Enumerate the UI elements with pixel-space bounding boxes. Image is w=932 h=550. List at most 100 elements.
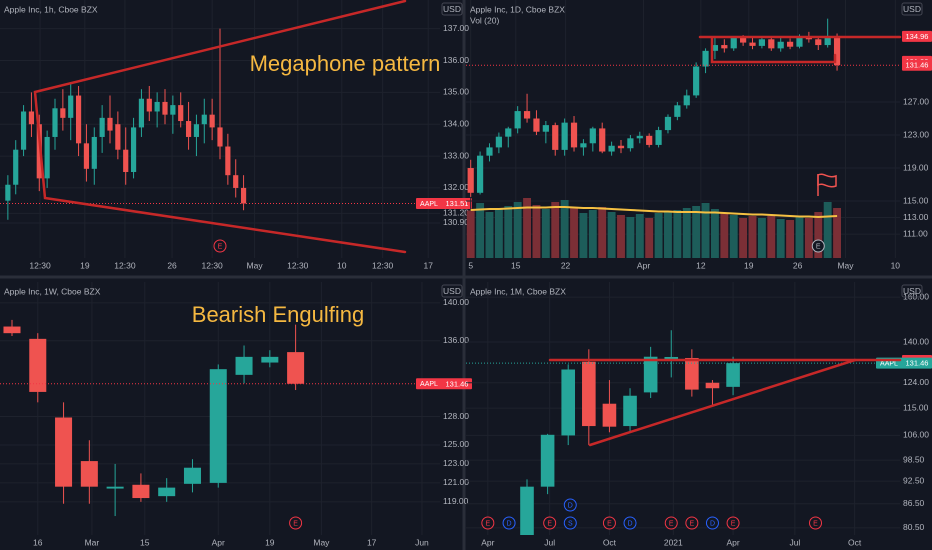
price-label-box <box>416 378 472 390</box>
candle-body <box>185 121 192 137</box>
volume-bar <box>673 210 682 258</box>
price-label-value: 131.51 <box>446 199 469 208</box>
event-marker <box>502 516 516 530</box>
candle-body <box>217 127 223 147</box>
candle-body <box>749 42 756 46</box>
candle-body <box>824 35 831 46</box>
y-tick-label: 98.50 <box>903 454 925 464</box>
candle-body <box>582 361 596 427</box>
candle-body <box>29 338 47 392</box>
x-tick-label: 26 <box>793 260 803 270</box>
volume-bar <box>739 218 748 258</box>
x-tick-label: Oct <box>848 537 862 547</box>
volume-bar <box>476 203 485 258</box>
candle-body <box>664 116 672 131</box>
volume-bar <box>786 220 795 258</box>
candle-body <box>261 356 279 363</box>
candle-body <box>674 105 681 117</box>
event-marker <box>563 498 577 512</box>
candle-body <box>123 149 129 172</box>
event-label: S <box>568 520 573 527</box>
volume-label: Vol (20) <box>470 15 499 25</box>
candle-body <box>201 114 207 125</box>
volume-bar <box>804 218 813 258</box>
y-tick-label: 123.00 <box>903 129 929 139</box>
event-marker <box>664 516 678 530</box>
candle-body <box>13 149 19 185</box>
volume-bar <box>494 208 503 258</box>
candle-body <box>209 369 227 483</box>
volume-bar <box>757 218 766 258</box>
y-tick-label: 140.00 <box>443 297 469 307</box>
candle-body <box>646 135 653 145</box>
y-tick-label: 80.50 <box>903 522 925 532</box>
candle-body <box>233 175 239 188</box>
price-label-box <box>902 59 932 71</box>
event-marker <box>602 516 616 530</box>
x-tick-label: 12 <box>696 260 706 270</box>
y-tick-label: 124.00 <box>903 377 929 387</box>
y-tick-label: 128.00 <box>443 411 469 421</box>
annotation: Bearish Engulfing <box>192 302 364 327</box>
event-label: E <box>731 520 736 527</box>
volume-bar <box>692 206 701 258</box>
volume-bar <box>720 213 729 258</box>
y-tick-label: 119.00 <box>443 496 469 506</box>
event-marker <box>213 239 227 253</box>
event-label: E <box>293 520 298 527</box>
price-label-value: 131.46 <box>446 379 469 388</box>
candle-body <box>796 36 803 47</box>
y-tick-label: 92.50 <box>903 475 925 485</box>
x-tick-label: 19 <box>265 537 275 547</box>
candle-body <box>91 136 97 169</box>
drawings <box>33 0 902 447</box>
y-tick-label: 123.00 <box>443 458 469 468</box>
price-label-value: 134.96 <box>906 32 929 41</box>
y-tick-label: 132.00 <box>443 182 469 192</box>
candle-body <box>520 486 534 535</box>
event-label: D <box>568 502 573 509</box>
volume-bar <box>710 209 719 258</box>
chart-header: Apple Inc, 1W, Cboe BZX <box>4 286 101 296</box>
x-tick-label: Apr <box>481 537 494 547</box>
candle-body <box>138 98 145 128</box>
volume-bar <box>570 208 578 258</box>
y-tick-label: 115.00 <box>903 195 929 205</box>
x-tick-label: Apr <box>637 260 650 270</box>
chart-panel: 140.00 136.00 128.00 125.00 123.00 121.00 119.… <box>0 282 472 547</box>
candle-body <box>683 95 690 106</box>
candle-body <box>623 395 637 427</box>
event-label: E <box>669 520 674 527</box>
currency-box <box>441 2 463 16</box>
candle-body <box>36 124 42 179</box>
price-label-symbol: AAPL <box>420 381 438 388</box>
candle-body <box>514 111 521 129</box>
chart-header: Apple Inc, 1h, Cboe BZX <box>4 4 98 14</box>
candle-body <box>570 122 578 148</box>
y-tick-label: 137.00 <box>443 23 469 33</box>
event-marker <box>811 239 825 253</box>
x-tick-label: 15 <box>140 537 150 547</box>
volume-bar <box>579 213 588 258</box>
plot-area <box>466 282 900 535</box>
event-marker <box>809 516 823 530</box>
candle-body <box>476 155 484 193</box>
candle-body <box>533 118 540 132</box>
candle-body <box>225 146 231 176</box>
event-marker <box>481 516 495 530</box>
candle-body <box>146 98 152 112</box>
x-tick-label: Apr <box>726 537 739 547</box>
x-tick-label: 12:30 <box>372 260 394 270</box>
volume-bar <box>598 207 607 258</box>
x-tick-label: 12:30 <box>202 260 224 270</box>
candle-body <box>758 39 766 46</box>
candle-body <box>5 184 11 201</box>
candle-body <box>655 130 662 145</box>
x-tick-label: 19 <box>744 260 754 270</box>
event-label: D <box>507 520 512 527</box>
y-tick-label: 125.00 <box>443 439 469 449</box>
x-tick-label: 2021 <box>664 537 683 547</box>
volume-bar <box>635 214 644 258</box>
